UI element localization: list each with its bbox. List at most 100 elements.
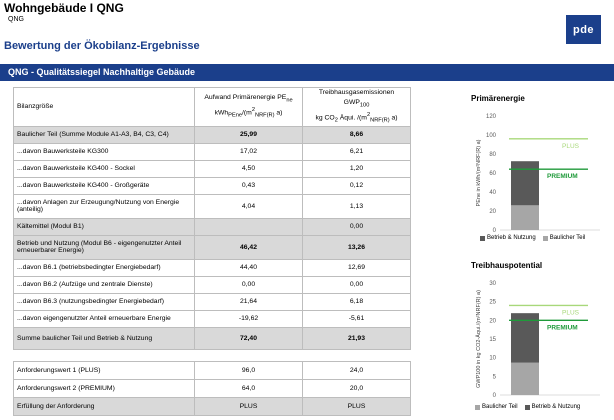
legend-label: Baulicher Teil <box>549 235 586 241</box>
row-pe-value: 21,64 <box>194 292 303 311</box>
bar-segment-betrieb-nutzung <box>511 313 539 363</box>
header-gwp-unit-b: Äqui. /(m <box>337 114 367 122</box>
page-title: Wohngebäude I QNG <box>4 1 124 15</box>
table-row: Betrieb und Nutzung (Modul B6 - eigengen… <box>13 234 411 260</box>
header-pe-unit-a: kWh <box>214 109 229 117</box>
legend-swatch <box>475 404 480 410</box>
y-tick-label: 20 <box>489 209 496 215</box>
row-pe-value: 17,02 <box>194 142 303 161</box>
row-pe-value: 72,40 <box>194 326 303 350</box>
row-pe-value: 46,42 <box>194 234 303 260</box>
legend-label: Baulicher Teil <box>482 404 518 410</box>
row-label: Kältemittel (Modul B1) <box>13 217 195 236</box>
requirement-gwp-value: PLUS <box>302 397 411 416</box>
row-label: Betrieb und Nutzung (Modul B6 - eigengen… <box>13 234 195 260</box>
row-gwp-value: 6,21 <box>302 142 411 161</box>
row-gwp-value: 0,00 <box>302 217 411 236</box>
page-subtitle: QNG <box>8 16 24 23</box>
legend-label: Betrieb & Nutzung <box>531 404 581 410</box>
header-gwp-sub: 100 <box>359 102 370 109</box>
row-gwp-value: 8,66 <box>302 125 411 144</box>
legend-swatch <box>542 235 548 241</box>
row-pe-value: -19,62 <box>194 309 303 328</box>
threshold-label-premium: PREMIUM <box>547 324 578 331</box>
row-gwp-value: 1,13 <box>302 193 411 219</box>
y-axis-label: GWP100 in kg CO2-Äqui./(m²NRF(R) a) <box>475 290 482 388</box>
header-pe-sub: ne <box>286 97 293 104</box>
y-tick-label: 15 <box>489 337 496 343</box>
y-tick-label: 0 <box>493 393 497 399</box>
y-tick-label: 80 <box>489 152 496 158</box>
y-tick-label: 20 <box>489 318 496 324</box>
header-pe-unit-c: a) <box>274 109 283 117</box>
y-tick-label: 30 <box>489 281 496 287</box>
table-row: Summe baulicher Teil und Betrieb & Nutzu… <box>13 326 411 350</box>
header-gwp-unit-sub: 2 <box>334 117 338 124</box>
header-gwp-unit-a: kg CO <box>315 114 335 122</box>
table-row: Kältemittel (Modul B1) 0,00 <box>13 217 411 236</box>
y-axis-label: PEne in kWh/(m²NRF(R) a) <box>476 139 482 206</box>
header-pe-unit-sup: 2 <box>251 107 255 114</box>
chart-title-treibhauspotential: Treibhauspotential <box>471 261 543 270</box>
y-tick-label: 100 <box>486 133 497 139</box>
row-label: ...davon Bauwerksteile KG400 - Sockel <box>13 159 195 178</box>
y-tick-label: 10 <box>489 356 496 362</box>
row-label: ...davon B6.1 (betriebsbedingter Energie… <box>13 258 195 277</box>
row-gwp-value: 6,18 <box>302 292 411 311</box>
requirement-row: Erfüllung der Anforderung PLUS PLUS <box>13 397 411 416</box>
row-label: Baulicher Teil (Summe Module A1-A3, B4, … <box>13 125 195 144</box>
table-row: ...davon Bauwerksteile KG400 - Großgerät… <box>13 176 411 195</box>
table-row: ...davon B6.1 (betriebsbedingter Energie… <box>13 258 411 277</box>
legend-label: Betrieb & Nutzung <box>487 235 536 241</box>
row-label: ...davon B6.3 (nutzungsbedingter Energie… <box>13 292 195 311</box>
y-tick-label: 40 <box>489 190 496 196</box>
requirement-gwp-value: 24,0 <box>302 361 411 380</box>
header-gwp-text: Treibhausgasemissionen GWP <box>318 89 395 106</box>
requirements-table: Anforderungswert 1 (PLUS) 96,0 24,0 Anforde… <box>13 361 411 416</box>
bar-segment-betrieb-nutzung <box>511 161 539 206</box>
header-treibhausgas: Treibhausgasemissionen GWP100 kg CO2 Äqu… <box>302 87 411 127</box>
legend-swatch <box>480 235 485 241</box>
row-gwp-value: -5,61 <box>302 309 411 328</box>
table-row: ...davon B6.3 (nutzungsbedingter Energie… <box>13 292 411 311</box>
requirement-label: Anforderungswert 1 (PLUS) <box>13 361 195 380</box>
threshold-label-plus: PLUS <box>562 143 580 150</box>
results-table: Bilanzgröße Aufwand Primärenergie PEne k… <box>13 87 411 350</box>
chart-title-primaerenergie: Primärenergie <box>471 94 525 103</box>
row-pe-value: 25,99 <box>194 125 303 144</box>
table-row: ...davon B6.2 (Aufzüge und zentrale Dien… <box>13 275 411 294</box>
table-row: ...davon Bauwerksteile KG400 - Sockel 4,5… <box>13 159 411 178</box>
header-bilanzgroesse: Bilanzgröße <box>13 87 195 127</box>
table-row: ...davon Anlagen zur Erzeugung/Nutzung v… <box>13 193 411 219</box>
primaerenergie-chart: 0 20 40 60 80 100 120 PEne in kWh/(m²NRF(R) a) P… <box>476 114 600 234</box>
primaerenergie-legend: Betrieb & Nutzung Baulicher Teil <box>480 235 590 241</box>
header-primaerenergie: Aufwand Primärenergie PEne kWhPEne/(m2NR… <box>194 87 303 127</box>
requirement-gwp-value: 20,0 <box>302 379 411 398</box>
requirement-row: Anforderungswert 2 (PREMIUM) 64,0 20,0 <box>13 379 411 398</box>
row-pe-value: 44,40 <box>194 258 303 277</box>
row-label: ...davon Bauwerksteile KG400 - Großgerät… <box>13 176 195 195</box>
row-pe-value: 4,50 <box>194 159 303 178</box>
row-label: ...davon B6.2 (Aufzüge und zentrale Dien… <box>13 275 195 294</box>
header-pe-unit-b: /(m <box>242 109 252 117</box>
requirement-pe-value: PLUS <box>194 397 303 416</box>
table-header-row: Bilanzgröße Aufwand Primärenergie PEne k… <box>13 87 411 127</box>
row-pe-value: 4,04 <box>194 193 303 219</box>
row-gwp-value: 13,26 <box>302 234 411 260</box>
qng-banner: QNG - Qualitätssiegel Nachhaltige Gebäud… <box>0 64 614 81</box>
row-gwp-value: 1,20 <box>302 159 411 178</box>
requirement-pe-value: 64,0 <box>194 379 303 398</box>
y-tick-label: 120 <box>486 114 497 120</box>
table-row: ...davon Bauwerksteile KG300 17,02 6,21 <box>13 142 411 161</box>
header-gwp-unit-sub3: NRF(R) <box>370 117 390 124</box>
requirement-label: Erfüllung der Anforderung <box>13 397 195 416</box>
y-tick-label: 25 <box>489 300 496 306</box>
y-tick-label: 0 <box>493 228 497 234</box>
header-gwp-unit-sup: 2 <box>366 112 371 119</box>
header-pe-unit-sub3: NRF(R) <box>255 112 275 119</box>
row-pe-value: 0,43 <box>194 176 303 195</box>
row-gwp-value: 0,12 <box>302 176 411 195</box>
header-pe-unit-sub: PEne <box>228 112 243 119</box>
threshold-label-plus: PLUS <box>562 309 580 316</box>
y-tick-label: 5 <box>493 374 497 380</box>
